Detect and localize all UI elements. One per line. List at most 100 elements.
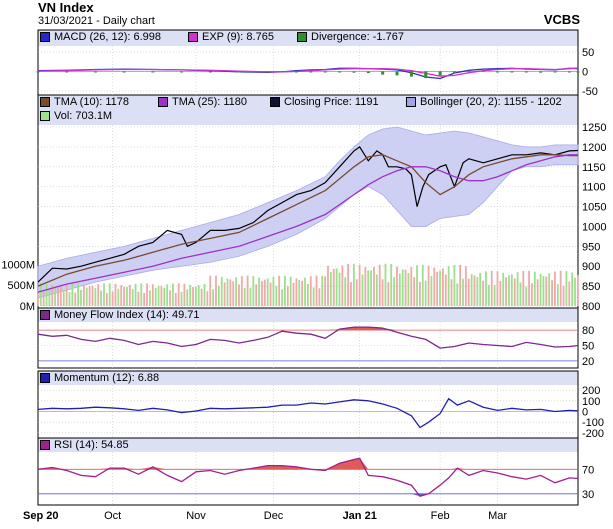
chart-subtitle: 31/03/2021 - Daily chart: [38, 15, 155, 27]
mfi-frame: [37, 307, 579, 369]
mfi-ytick-label: 50: [582, 341, 594, 353]
volume-bar: [206, 291, 209, 306]
divergence-bar: [567, 71, 571, 73]
volume-bar: [62, 289, 65, 306]
price-legend-item: Closing Price: 1191: [270, 96, 379, 108]
volume-bar: [272, 276, 275, 306]
volume-bar: [111, 291, 114, 306]
green-square-icon: [297, 32, 307, 42]
price-ytick-label: 800: [582, 301, 600, 313]
volume-bar: [335, 268, 338, 306]
volume-bar: [301, 280, 304, 306]
volume-bar: [261, 281, 263, 306]
rsi-frame: [37, 437, 579, 506]
volume-bar: [209, 275, 212, 306]
price-ytick-label: 850: [582, 281, 600, 293]
volume-bar: [215, 275, 217, 306]
volume-bar: [229, 279, 232, 306]
volume-bar: [574, 277, 576, 306]
volume-bar: [493, 285, 496, 306]
price-ytick-label: 1250: [582, 122, 606, 134]
momentum-legend-item: Momentum (12): 6.88: [40, 372, 159, 384]
volume-bar: [255, 284, 258, 306]
volume-tick-label: 500M: [7, 280, 35, 292]
divergence-bar: [496, 71, 500, 73]
volume-bar: [482, 280, 485, 306]
volume-bar: [571, 272, 574, 306]
volume-bar: [384, 263, 387, 306]
volume-bar: [321, 275, 324, 306]
divergence-bar: [481, 70, 485, 72]
macd-plot: 50 0 -50: [36, 47, 598, 98]
volume-bar: [545, 276, 548, 306]
volume-bar: [396, 266, 398, 306]
volume-bar: [137, 291, 140, 306]
volume-bar: [80, 289, 82, 306]
momentum-ytick-label: -200: [582, 428, 604, 440]
macd-legend-label: Divergence: -1.767: [311, 31, 404, 43]
divergence-bar: [93, 71, 97, 73]
brown-square-icon: [40, 97, 50, 107]
volume-bar: [499, 280, 502, 306]
volume-bar: [123, 286, 125, 306]
volume-bar: [551, 280, 553, 306]
volume-bar: [298, 279, 301, 306]
rsi-ytick-label: 70: [582, 464, 594, 476]
divergence-bar: [424, 71, 428, 79]
volume-bar: [522, 270, 525, 306]
price-ytick-label: 1000: [582, 221, 606, 233]
price-legend-item: Vol: 703.1M: [40, 110, 112, 122]
price-ytick-label: 950: [582, 241, 600, 253]
macd-legend-item: Divergence: -1.767: [297, 31, 404, 43]
volume-bar: [114, 283, 117, 306]
mfi-ytick-label: 20: [582, 356, 594, 368]
volume-bar: [516, 272, 519, 306]
volume-bar: [54, 286, 57, 306]
x-tick-label: Mar: [488, 510, 507, 522]
mfi-legend-band: [38, 308, 578, 322]
volume-bar: [410, 266, 413, 306]
volume-bar: [513, 278, 516, 306]
volume-bar: [223, 282, 226, 306]
magenta-square-icon: [188, 32, 198, 42]
momentum-ytick-label: 0: [582, 407, 588, 419]
volume-bar: [149, 290, 151, 306]
volume-bar: [186, 289, 189, 306]
brand-label: VCBS: [543, 12, 580, 27]
divergence-bar: [309, 71, 313, 73]
divergence-bar: [295, 71, 299, 73]
volume-bar: [59, 284, 62, 306]
divergence-bar: [510, 71, 514, 73]
volume-bar: [548, 273, 551, 306]
price-legend-band: [38, 95, 578, 125]
volume-bar: [421, 264, 424, 306]
price-legend-item: TMA (25): 1180: [158, 96, 247, 108]
volume-bar: [131, 289, 134, 306]
price-plot: 1250 1200 1150 1100 1050 1000 950 900 850 800 1000…: [1, 122, 606, 313]
volume-bar: [174, 292, 177, 306]
volume-bar: [361, 274, 364, 306]
rsi-plot: 70 30: [37, 457, 594, 501]
volume-bar: [289, 276, 292, 306]
volume-bar: [91, 285, 94, 306]
volume-bar: [85, 287, 88, 306]
volume-bar: [105, 293, 108, 306]
volume-bar: [117, 288, 120, 306]
volume-bar: [508, 275, 510, 306]
divergence-bar: [151, 71, 155, 73]
macd-ytick-label: 0: [582, 66, 588, 78]
divergence-bar: [438, 71, 442, 76]
divergence-bar: [338, 71, 342, 73]
volume-bar: [194, 286, 197, 306]
macd-ytick-label: -50: [582, 86, 598, 98]
volume-bar: [243, 287, 246, 306]
volume-bar: [120, 285, 123, 306]
volume-bar: [358, 264, 361, 306]
volume-bar: [42, 291, 45, 306]
volume-bar: [355, 279, 358, 306]
price-legend-item: Bollinger (20, 2): 1155 - 1202: [406, 96, 562, 108]
volume-bar: [45, 283, 48, 306]
volume-bar: [71, 283, 74, 306]
volume-bar: [413, 277, 416, 306]
